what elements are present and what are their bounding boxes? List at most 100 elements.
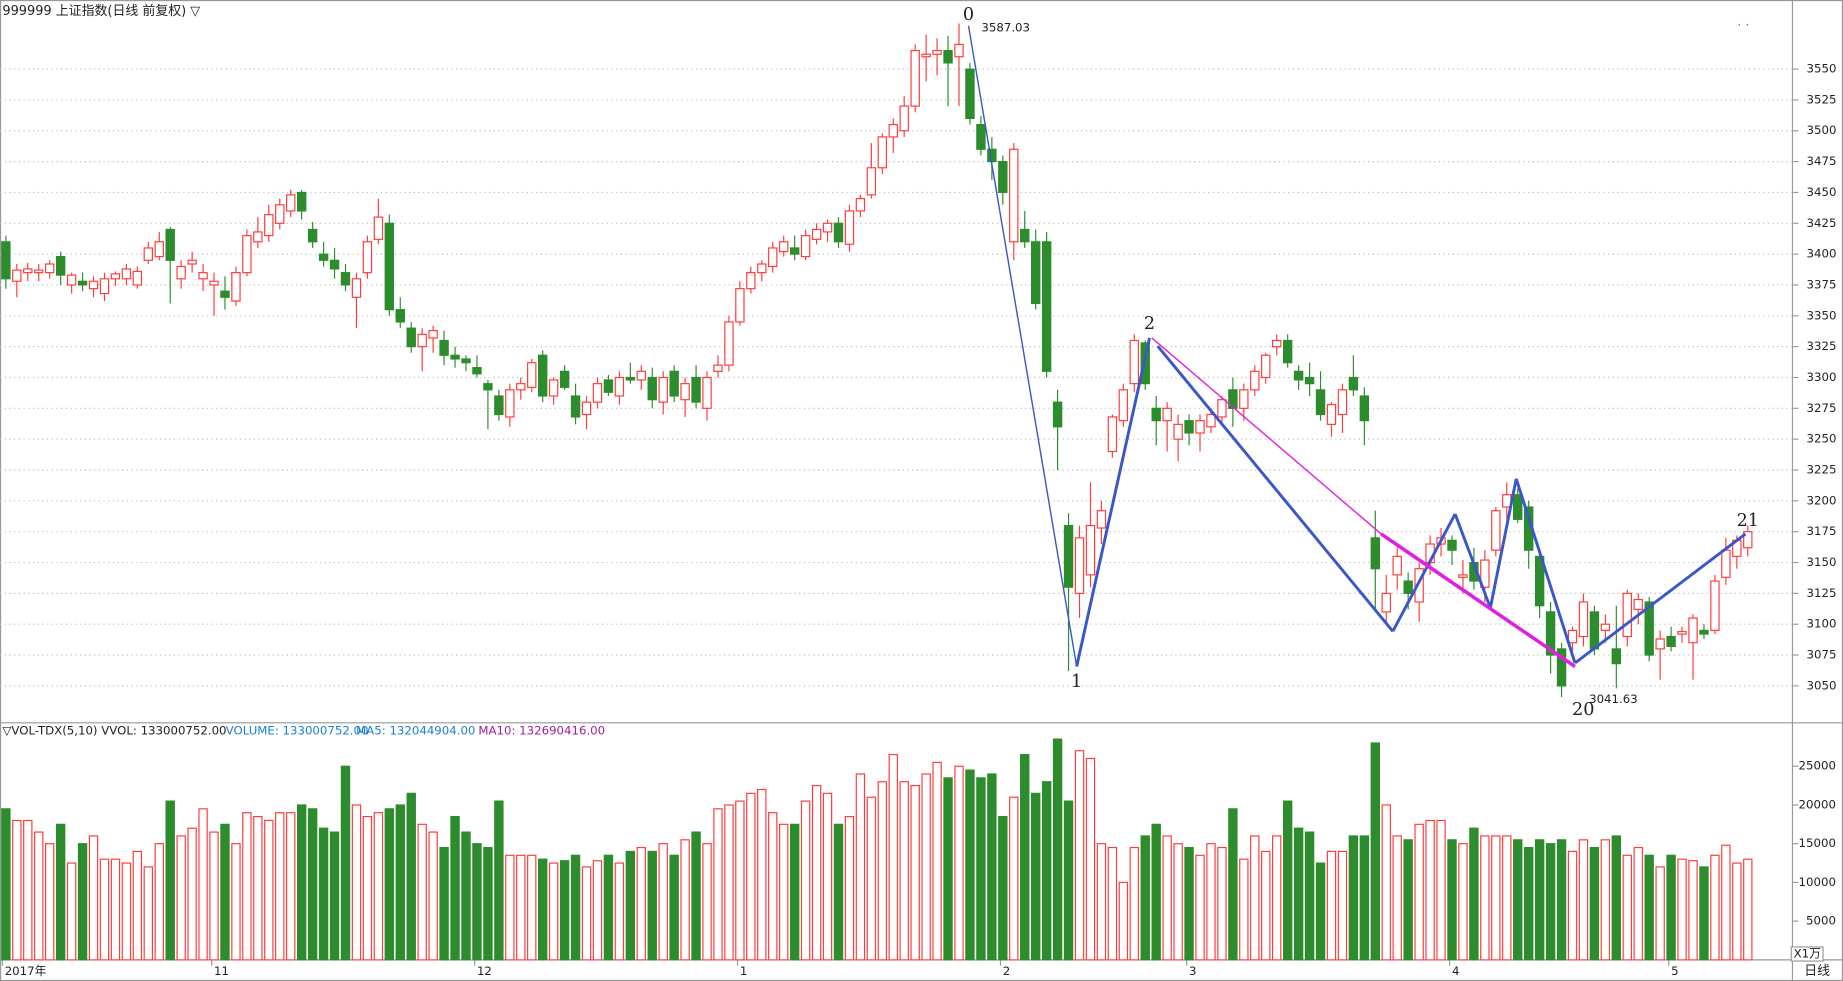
marker-dots: · · [1737, 18, 1749, 33]
volume-bar [132, 850, 143, 961]
volume-bar [1513, 839, 1523, 961]
volume-bar [603, 854, 614, 961]
volume-bar [1118, 881, 1129, 961]
candle-body [1261, 354, 1271, 379]
volume-bar [1282, 800, 1293, 961]
candle-body [757, 263, 767, 274]
candle-body [877, 136, 888, 169]
candle-body [373, 216, 384, 240]
candle-body [176, 265, 186, 280]
candle-body [1085, 524, 1096, 576]
candle-body [55, 256, 66, 276]
candle-body [658, 376, 668, 403]
ma10-text: MA10: 132690416.00 [478, 724, 605, 738]
wave-line [1574, 532, 1747, 665]
candle-body [822, 222, 833, 233]
volume-bar [987, 773, 997, 961]
volume-bar [1732, 862, 1742, 961]
candle-body [1030, 241, 1041, 305]
volume-bar [943, 777, 953, 961]
candle-body [888, 124, 898, 138]
volume-bar [647, 850, 657, 961]
candle-body [1392, 555, 1402, 576]
volume-bar [1677, 858, 1687, 961]
candle-body [351, 278, 362, 298]
candle-body [1315, 389, 1326, 416]
volume-bar [877, 781, 888, 961]
volume-bar [713, 808, 723, 961]
volume-bar [669, 854, 679, 961]
candle-body [1195, 420, 1205, 434]
candle-body [1074, 537, 1085, 594]
volume-bar [329, 831, 340, 961]
volume-bar [1239, 858, 1249, 961]
candle-body [1162, 407, 1172, 422]
volume-bar [1688, 860, 1698, 961]
volume-bar [888, 754, 898, 961]
volume-bar [1315, 862, 1326, 961]
volume-bar [472, 843, 482, 961]
volume-bar [1523, 846, 1534, 961]
candle-body [450, 354, 460, 360]
volume-bar [636, 846, 646, 961]
candle-body [340, 272, 351, 286]
candle-body [1666, 635, 1676, 648]
volume-bar [516, 854, 526, 961]
volume-bar [1151, 823, 1161, 961]
candle-body [121, 268, 132, 280]
candle-body [1381, 592, 1391, 613]
volume-bar [559, 860, 570, 961]
y-tick-label: 3225 [1807, 463, 1837, 477]
wave-line [1453, 513, 1492, 609]
volume-bar [384, 808, 395, 961]
volume-bar [1436, 819, 1446, 961]
candle-body [833, 222, 844, 243]
high-label: 3587.03 [981, 21, 1030, 35]
candle-body [1239, 389, 1249, 409]
volume-bar [1217, 846, 1227, 961]
volume-bar [395, 804, 405, 961]
volume-bar [143, 866, 153, 961]
volume-bar [1458, 843, 1468, 961]
volume-bar [1699, 866, 1709, 961]
candle-body [965, 68, 975, 120]
candle-body [724, 321, 734, 366]
candle-body [735, 288, 745, 323]
volume-bar [1085, 757, 1096, 961]
y-tick-label: 5000 [1806, 914, 1836, 928]
candle-body [1600, 623, 1611, 631]
candle-body [44, 263, 55, 274]
candle-body [220, 290, 230, 298]
candle-body [1282, 339, 1293, 364]
candle-body [231, 272, 241, 302]
x-tick-label: 2017年 [5, 964, 47, 978]
volume-bar [505, 854, 515, 961]
candle-body [1052, 401, 1063, 428]
y-tick-label: 3275 [1807, 401, 1837, 415]
volume-bar [746, 792, 756, 961]
candle-body [1151, 407, 1161, 422]
volume-bar [1666, 854, 1676, 961]
candle-body [1644, 601, 1654, 656]
volume-bar [1370, 742, 1381, 961]
candle-body [1337, 389, 1348, 416]
candle-body [1513, 494, 1523, 520]
candle-body [1228, 389, 1238, 409]
candle-body [746, 272, 756, 290]
candle-body [592, 383, 603, 403]
volume-bar [1206, 843, 1216, 961]
y-tick-label: 3300 [1807, 370, 1837, 384]
candle-body [1622, 592, 1632, 638]
volume-bar [680, 839, 690, 961]
wave-label: 0 [963, 5, 974, 25]
candle-body [395, 309, 405, 323]
wave-lines [967, 25, 1747, 668]
volume-bar [55, 823, 66, 961]
volume-bar [1622, 854, 1632, 961]
indicator-title: ▽VOL-TDX(5,10) VVOL: 133000752.00 [2, 724, 226, 738]
volume-bar [1140, 835, 1150, 961]
volume-bar [351, 804, 362, 961]
candle-body [691, 376, 701, 403]
candle-body [516, 383, 526, 391]
